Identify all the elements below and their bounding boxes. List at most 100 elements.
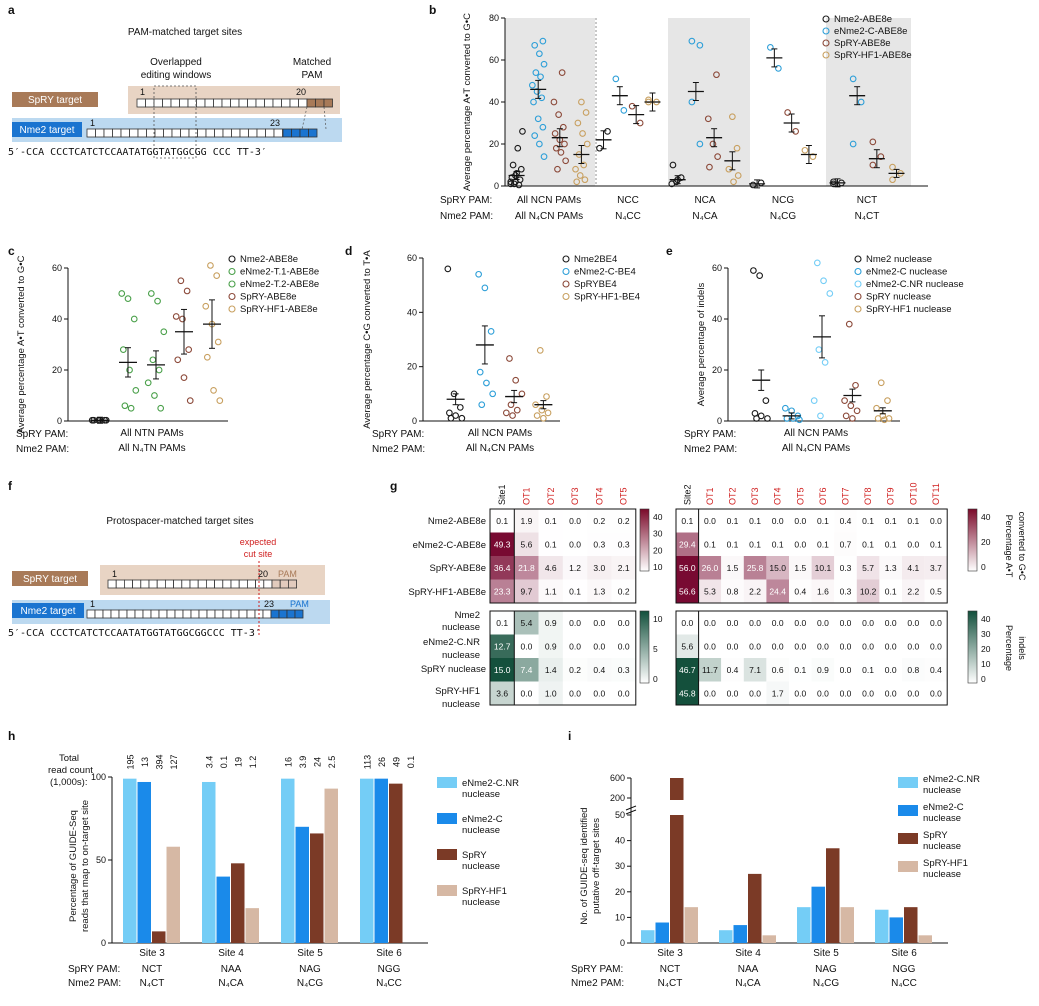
panel-i-spry-pam: NAG — [815, 964, 837, 975]
panel-i-bar — [875, 909, 889, 943]
matched-label-1: Matched — [293, 57, 331, 68]
panel-c-point — [177, 277, 185, 285]
panel-e-point — [841, 397, 848, 404]
nme2-protospacer-cell — [265, 128, 275, 138]
panel-e-legend-label: SpRY nuclease — [866, 292, 931, 303]
heatmap-value: 0.0 — [840, 688, 852, 698]
nme2-pam-cell — [294, 609, 304, 619]
heatmap-column-label: OT2 — [728, 487, 738, 505]
spry-protospacer-cell — [179, 98, 189, 108]
colorbar-title: Percentage A•T — [1004, 515, 1014, 578]
heatmap-value: 0.0 — [749, 688, 761, 698]
panel-b-point — [509, 161, 517, 169]
panel-b-legend-marker — [822, 51, 830, 59]
heatmap-value: 0.0 — [885, 665, 897, 675]
panel-e-point — [881, 416, 888, 424]
heatmap-value: 0.0 — [794, 641, 806, 651]
heatmap-value: 2.1 — [618, 563, 630, 573]
heatmap-cell — [538, 579, 563, 603]
heatmap-value: 0.1 — [817, 539, 829, 549]
panel-h-legend-label: eNme2-C.NR — [462, 778, 519, 789]
panel-h-category: Site 4 — [218, 948, 244, 959]
heatmap-value: 0.6 — [772, 665, 784, 675]
heatmap-value: 0.0 — [794, 539, 806, 549]
nme2-protospacer-cell — [180, 128, 190, 138]
heatmap-value: 0.0 — [681, 618, 693, 628]
panel-i-nme2-pam: N₄CT — [658, 978, 683, 989]
heatmap-value: 0.0 — [727, 688, 739, 698]
heatmap-value: 56.0 — [679, 563, 696, 573]
panel-i-bar — [889, 917, 903, 943]
heatmap-row-label: SpRY-HF1 — [435, 686, 480, 697]
nme2-protospacer-cell — [134, 609, 144, 619]
heatmap-cell — [490, 634, 515, 658]
panel-b-shade — [505, 18, 595, 186]
heatmap-value: 0.0 — [885, 688, 897, 698]
spry-protospacer-cell — [247, 98, 257, 108]
panel-letter-g: g — [390, 479, 397, 493]
heatmap-value: 0.1 — [727, 539, 739, 549]
panel-b-point — [889, 163, 896, 171]
panel-d-point — [518, 390, 526, 398]
heatmap-value: 0.0 — [817, 618, 829, 628]
colorbar-title: indels — [1017, 636, 1027, 660]
panel-b-point — [775, 65, 782, 72]
heatmap-cell — [902, 611, 925, 635]
spry-target-label: SpRY target — [23, 574, 77, 585]
heatmap-cell — [611, 556, 636, 580]
spry-protospacer-cell — [181, 579, 191, 589]
panel-i-category: Site 6 — [891, 948, 917, 959]
nme2-protospacer-cell — [256, 128, 266, 138]
panel-d-point — [481, 284, 489, 292]
colorbar-tick-label: 0 — [653, 674, 658, 684]
panel-f-title: Protospacer-matched target sites — [106, 516, 253, 527]
heatmap-column-label: OT11 — [931, 483, 941, 505]
panel-c-point — [180, 374, 188, 382]
panel-i-legend-label: SpRY — [923, 830, 948, 841]
colorbar-tick-label: 0 — [981, 562, 986, 572]
cut-site-label-2: cut site — [244, 549, 273, 559]
heatmap-value: 0.1 — [749, 516, 761, 526]
heatmap-cell — [856, 579, 880, 603]
panel-d-ytick-label: 40 — [407, 307, 417, 317]
nme2-protospacer-cell — [230, 609, 240, 619]
spry-protospacer-cell — [170, 98, 180, 108]
heatmap-value: 0.1 — [704, 539, 716, 549]
heatmap-value: 21.8 — [518, 563, 535, 573]
heatmap-value: 3.7 — [930, 563, 942, 573]
colorbar-title: Percentage — [1004, 625, 1014, 671]
spry-protospacer-cell — [281, 98, 291, 108]
panel-b-point — [612, 75, 620, 83]
panel-h-nme2-pam: N₄CA — [218, 978, 244, 989]
colorbar-tick-label: 40 — [653, 512, 663, 522]
heatmap-value: 0.4 — [930, 665, 942, 675]
panel-h-bar — [389, 783, 403, 943]
row-label-nme2: Nme2 PAM: — [684, 444, 737, 455]
heatmap-cell — [676, 579, 699, 603]
panel-b-point — [550, 98, 558, 106]
panel-i-legend-swatch — [898, 777, 918, 788]
heatmap-column-label: OT4 — [594, 487, 604, 505]
heatmap-column-label: OT5 — [619, 487, 629, 505]
panel-e-legend-label: eNme2-C.NR nuclease — [866, 279, 964, 290]
heatmap-value: 0.1 — [772, 539, 784, 549]
heatmap-value: 0.1 — [930, 539, 942, 549]
spry-protospacer-cell — [264, 98, 274, 108]
panel-b-point — [572, 165, 579, 173]
heatmap-cell — [924, 681, 948, 705]
heatmap-value: 0.9 — [545, 618, 557, 628]
panel-c-ytick-label: 40 — [52, 314, 62, 324]
panel-e-legend-marker — [854, 292, 862, 301]
panel-h-legend-label: nuclease — [462, 897, 500, 908]
heatmap-value: 0.0 — [593, 688, 605, 698]
heatmap-cell — [743, 579, 767, 603]
heatmap-column-label: OT7 — [841, 487, 851, 505]
heatmap-value: 10.1 — [815, 563, 832, 573]
count-title: read count — [48, 765, 93, 776]
panel-b-point — [539, 37, 547, 45]
nme2-pam-cell — [270, 609, 280, 619]
panel-h-count: 3.9 — [298, 756, 308, 769]
heatmap-cell — [514, 681, 539, 705]
spry-protospacer-cell — [255, 98, 265, 108]
panel-h-count: 24 — [312, 757, 322, 767]
